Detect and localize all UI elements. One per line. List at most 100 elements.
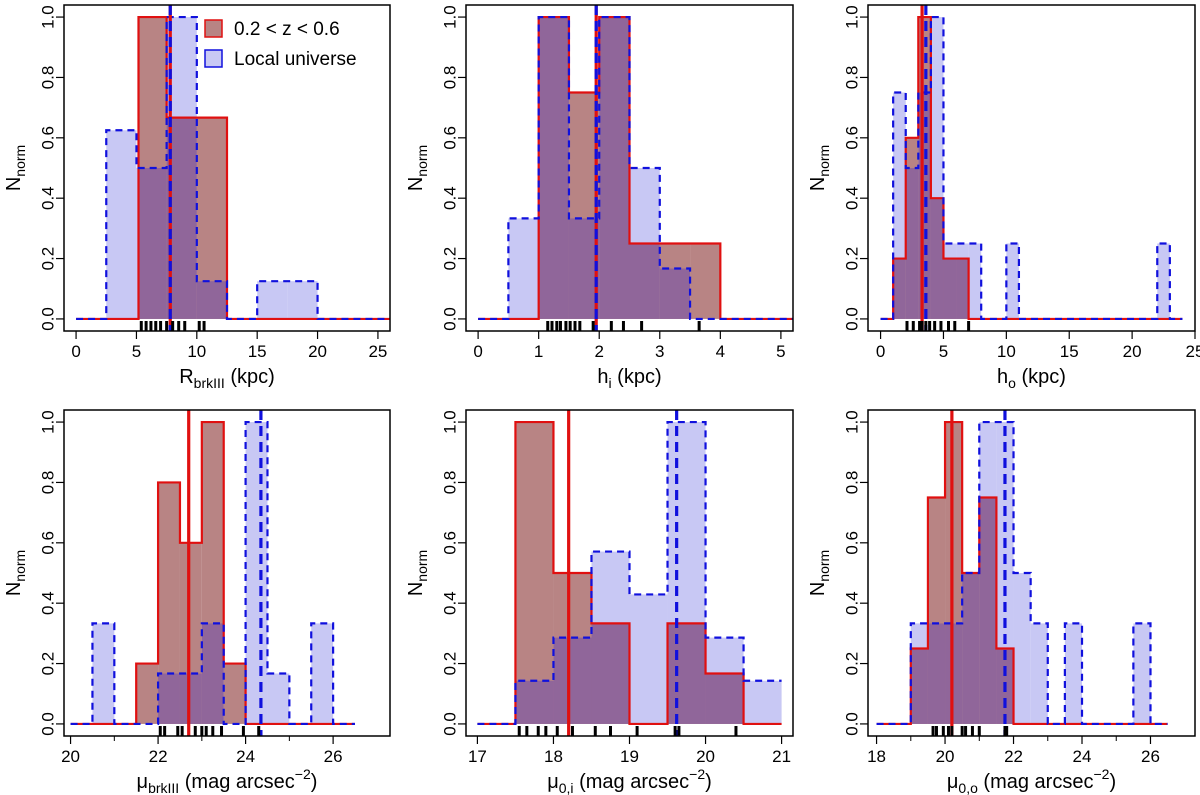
x-tick-label: 20 (936, 747, 955, 766)
y-tick-label: 1.0 (843, 5, 862, 29)
panel-top-left: 0 5 10 15 20 25 0.0 0.2 0.4 0.6 0.8 1.0 RbrkIII (kpc… (3, 4, 391, 391)
panel-frame (867, 409, 1196, 737)
overlap-bar (599, 17, 630, 319)
x-label-sub: o (1008, 375, 1016, 391)
plot-area (876, 410, 1168, 736)
x-label-tail: (kpc) (1016, 366, 1066, 388)
panel-frame (63, 4, 391, 332)
local-bar (311, 623, 334, 724)
overlap-bar (659, 268, 691, 319)
y-axis-label: Nnorm (3, 145, 28, 191)
local-outline (70, 420, 355, 726)
y-tick-label: 0.6 (39, 531, 58, 555)
x-label-main: μ (947, 771, 959, 793)
x-label-tail: (mag arcsec (574, 771, 690, 793)
legend-sample-label: 0.2 < z < 0.6 (234, 19, 340, 40)
x-label-sup: −2 (1093, 766, 1109, 782)
sample-bar (515, 422, 554, 724)
x-tick-label: 20 (1123, 342, 1142, 361)
local-bar (92, 623, 115, 724)
x-tick-label: 3 (655, 342, 664, 361)
plot-area (76, 5, 390, 331)
local-outline (477, 420, 782, 726)
panel-frame (867, 4, 1196, 332)
overlap-bar (905, 168, 919, 319)
y-tick-label: 0.6 (843, 531, 862, 555)
x-tick-label: 4 (716, 342, 725, 361)
y-tick-label: 0.0 (441, 307, 460, 331)
x-tick-label: 22 (1004, 747, 1023, 766)
y-tick-label: 0.6 (441, 531, 460, 555)
overlap-bar (705, 673, 744, 724)
x-tick-label: 10 (997, 342, 1016, 361)
local-bar (1133, 623, 1151, 724)
overlap-bar (945, 623, 963, 724)
overlap-bar (591, 623, 630, 724)
overlap-bar (893, 258, 906, 319)
y-tick-label: 1.0 (843, 410, 862, 434)
legend: 0.2 < z < 0.6 Local universe (204, 19, 357, 70)
x-label-sub: i (609, 375, 612, 391)
y-axis-label: Nnorm (807, 550, 832, 596)
overlap-bar (138, 168, 167, 319)
y-label-main: N (807, 582, 829, 596)
y-tick-label: 0.0 (39, 712, 58, 736)
x-tick-label: 1 (534, 342, 543, 361)
x-label-sub: 0,o (958, 780, 978, 795)
x-tick-label: 15 (248, 342, 267, 361)
local-bar (508, 218, 539, 319)
x-label-end: ) (705, 771, 712, 793)
overlap-bar (538, 17, 569, 319)
y-tick-label: 1.0 (441, 5, 460, 29)
local-bar (1013, 573, 1031, 724)
panel-bottom-left: 20 22 24 26 0.0 0.2 0.4 0.6 0.8 1.0 μbrkIII (mag a… (3, 409, 391, 795)
x-label-sup: −2 (295, 766, 311, 782)
y-tick-label: 0.4 (39, 186, 58, 210)
y-tick-label: 1.0 (39, 410, 58, 434)
legend-local-swatch (204, 49, 223, 68)
x-axis-label: ho (kpc) (997, 366, 1066, 391)
x-tick-label: 20 (308, 342, 327, 361)
y-tick-label: 0.0 (843, 307, 862, 331)
y-tick-label: 0.4 (441, 186, 460, 210)
local-bar (245, 422, 268, 724)
y-tick-label: 0.8 (39, 471, 58, 495)
x-axis-label: RbrkIII (kpc) (179, 366, 275, 391)
y-label-main: N (405, 582, 427, 596)
y-tick-label: 0.6 (843, 126, 862, 150)
panel-bottom-right: 18 20 22 24 26 0.0 0.2 0.4 0.6 0.8 1.0 μ0,o (mag ar… (807, 409, 1196, 795)
x-label-main: h (597, 366, 608, 388)
plot-area (70, 410, 355, 736)
y-label-sub: norm (816, 550, 832, 582)
panel-bottom-middle: 17 18 19 20 21 0.0 0.2 0.4 0.6 0.8 1.0 μ0,i (mag ar… (405, 409, 794, 795)
x-label-sub: brkIII (194, 375, 225, 391)
x-tick-label: 24 (236, 747, 255, 766)
x-tick-label: 18 (867, 747, 886, 766)
local-bar (1157, 243, 1170, 319)
sample-bar (690, 243, 721, 319)
panel-top-right: 0 5 10 15 20 25 0.0 0.2 0.4 0.6 0.8 1.0 ho (kpc) Nnor… (807, 4, 1200, 391)
overlap-bar (568, 218, 600, 319)
y-label-sub: norm (414, 550, 430, 582)
overlap-bar (553, 637, 592, 724)
overlap-bar (196, 281, 227, 319)
overlap-bar (667, 623, 706, 724)
overlap-bar (930, 198, 944, 319)
x-tick-label: 24 (1073, 747, 1092, 766)
x-label-tail: (kpc) (612, 366, 662, 388)
x-tick-label: 25 (1186, 342, 1200, 361)
sample-outline (880, 15, 1183, 321)
x-tick-label: 0 (473, 342, 482, 361)
x-tick-label: 0 (876, 342, 885, 361)
plot-area (880, 5, 1183, 331)
y-tick-label: 0.0 (441, 712, 460, 736)
y-tick-label: 0.4 (843, 186, 862, 210)
local-outline (478, 15, 793, 321)
local-outline (76, 15, 390, 321)
x-axis-label: hi (kpc) (597, 366, 661, 391)
x-label-end: ) (1109, 771, 1116, 793)
y-tick-label: 0.2 (843, 652, 862, 676)
x-tick-label: 19 (620, 747, 639, 766)
x-label-end: ) (311, 771, 318, 793)
plot-area (477, 410, 782, 736)
